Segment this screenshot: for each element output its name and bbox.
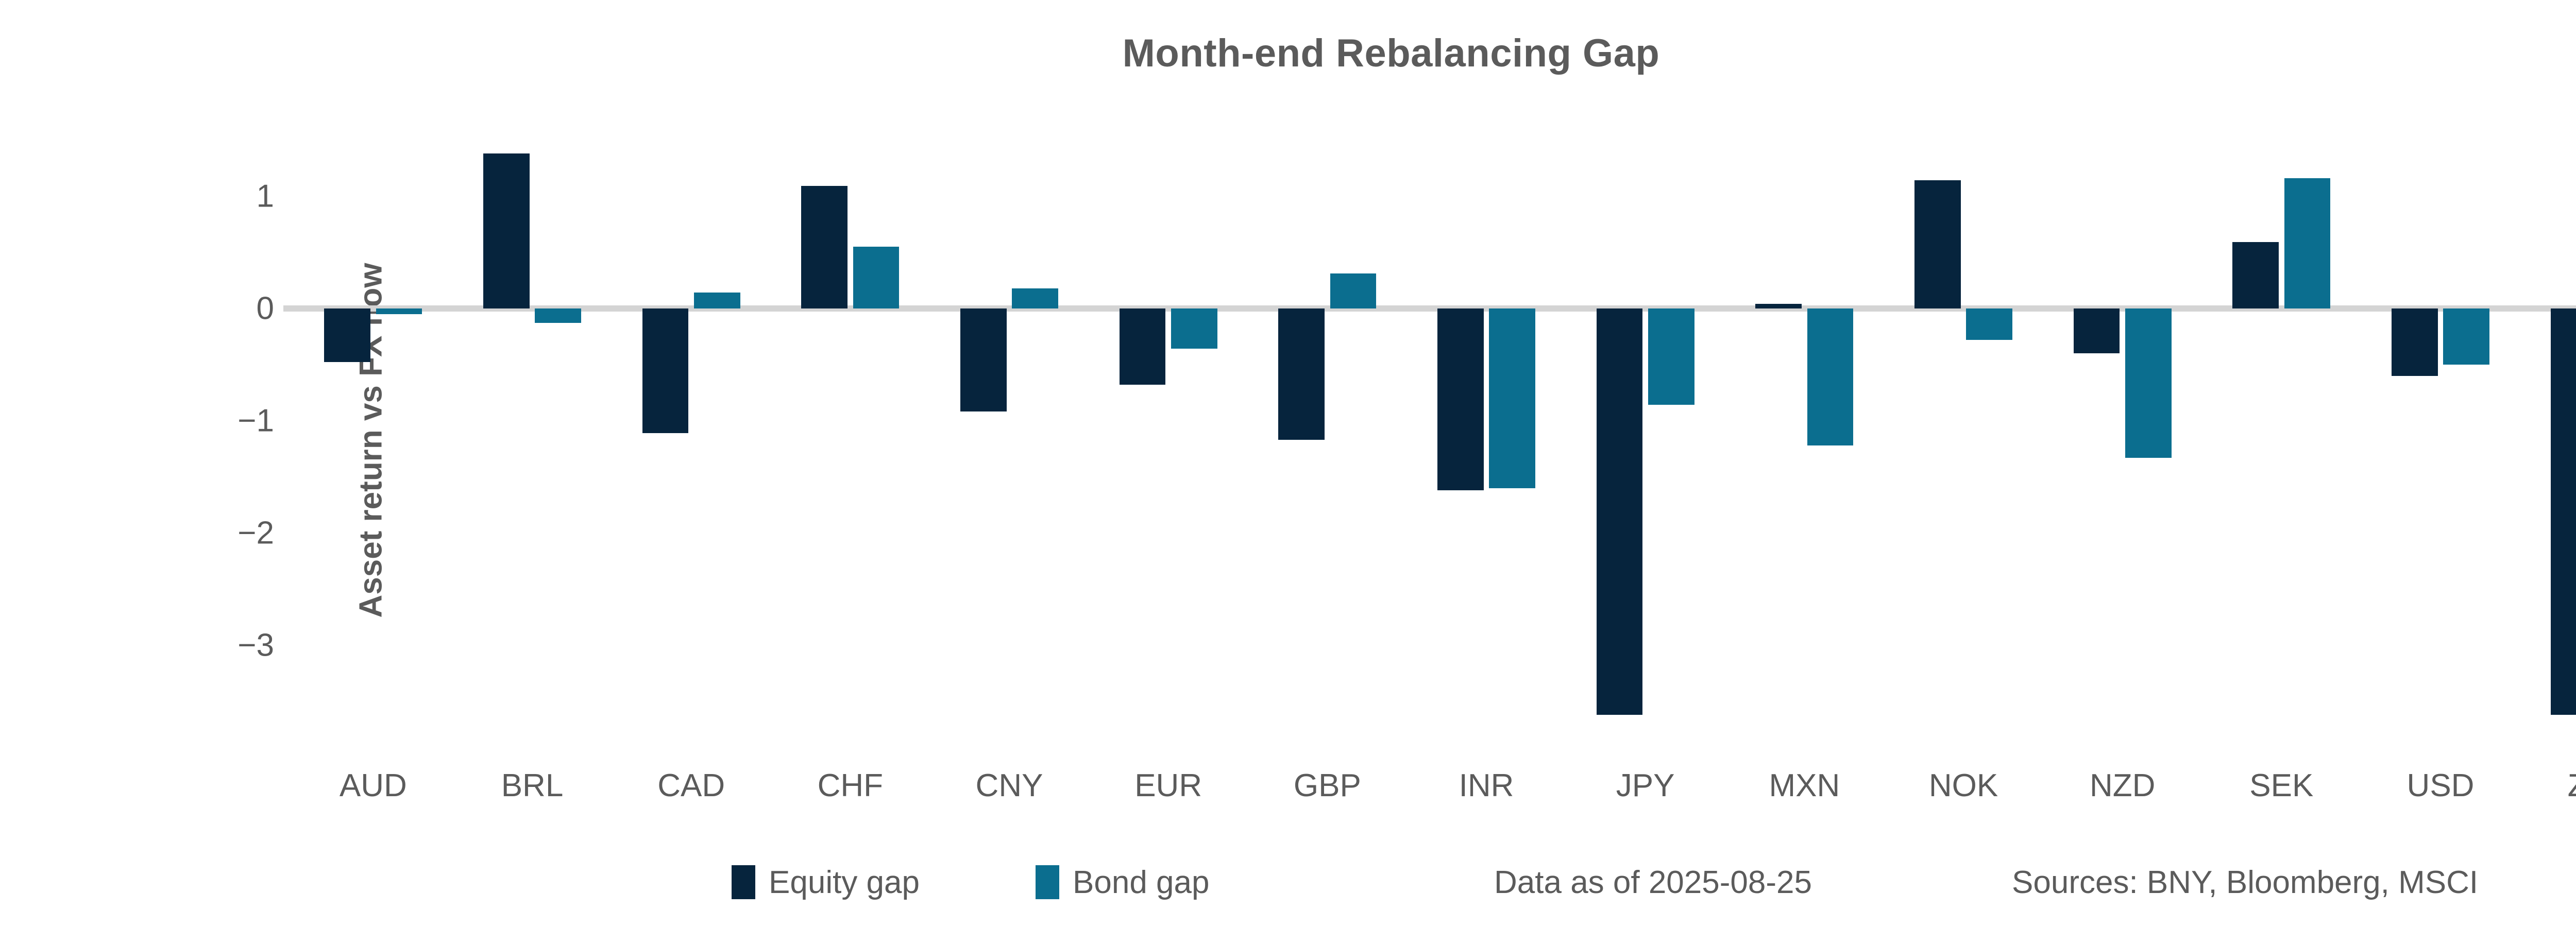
x-tick-label-brl: BRL bbox=[501, 768, 564, 803]
bar-group bbox=[1248, 129, 1407, 752]
bar-zar-equity[interactable] bbox=[2550, 308, 2576, 715]
x-tick-label-inr: INR bbox=[1459, 768, 1514, 803]
bar-nzd-equity[interactable] bbox=[2073, 308, 2120, 354]
x-tick-label-sek: SEK bbox=[2249, 768, 2314, 803]
x-tick-label-mxn: MXN bbox=[1769, 768, 1840, 803]
x-tick-label-nzd: NZD bbox=[2089, 768, 2156, 803]
bar-group bbox=[612, 129, 771, 752]
bar-sek-equity[interactable] bbox=[2232, 242, 2279, 308]
bar-aud-equity[interactable] bbox=[324, 308, 370, 363]
bar-chf-equity[interactable] bbox=[801, 186, 848, 308]
bar-group bbox=[2043, 129, 2202, 752]
x-tick-label-jpy: JPY bbox=[1616, 768, 1675, 803]
bar-nok-equity[interactable] bbox=[1914, 180, 1961, 308]
x-tick-label-gbp: GBP bbox=[1293, 768, 1361, 803]
bar-cny-equity[interactable] bbox=[960, 308, 1007, 412]
x-tick-label-zar: ZAR bbox=[2568, 767, 2576, 804]
x-tick-label-cad: CAD bbox=[657, 768, 725, 803]
bar-eur-bond[interactable] bbox=[1171, 308, 1217, 349]
bar-mxn-equity[interactable] bbox=[1755, 304, 1802, 308]
legend-item-bond[interactable]: Bond gap bbox=[1036, 860, 1209, 904]
bar-aud-bond[interactable] bbox=[376, 308, 422, 314]
bar-gbp-bond[interactable] bbox=[1330, 273, 1377, 308]
bar-group bbox=[2202, 129, 2361, 752]
bar-group bbox=[453, 129, 612, 752]
chart-title: Month-end Rebalancing Gap bbox=[1122, 31, 1660, 75]
bar-brl-bond[interactable] bbox=[535, 308, 581, 323]
bar-groups bbox=[294, 129, 2576, 752]
bar-sek-bond[interactable] bbox=[2284, 178, 2331, 308]
y-tick-label: −1 bbox=[238, 403, 274, 439]
x-tick-label-nok: NOK bbox=[1928, 768, 1998, 803]
bar-group bbox=[294, 129, 453, 752]
legend-item-equity[interactable]: Equity gap bbox=[732, 860, 920, 904]
data-as-of-note: Data as of 2025-08-25 bbox=[1494, 864, 1812, 900]
bar-group bbox=[1407, 129, 1566, 752]
bar-cny-bond[interactable] bbox=[1012, 288, 1058, 308]
bar-group bbox=[771, 129, 930, 752]
x-tick-label-eur: EUR bbox=[1134, 768, 1202, 803]
x-tick-label-aud: AUD bbox=[339, 768, 407, 803]
chart-footer: Equity gap Bond gap Data as of 2025-08-2… bbox=[0, 860, 2576, 906]
legend-swatch-bond-icon bbox=[1036, 865, 1059, 899]
bar-inr-bond[interactable] bbox=[1489, 308, 1535, 488]
bar-nzd-bond[interactable] bbox=[2125, 308, 2172, 458]
bar-chf-bond[interactable] bbox=[853, 246, 900, 308]
sources-note: Sources: BNY, Bloomberg, MSCI bbox=[2012, 864, 2479, 900]
bar-brl-equity[interactable] bbox=[483, 153, 530, 308]
x-tick-label-chf: CHF bbox=[817, 768, 884, 803]
bar-group bbox=[1884, 129, 2043, 752]
bar-cad-bond[interactable] bbox=[694, 293, 740, 308]
y-tick-label: 1 bbox=[256, 178, 274, 214]
bar-usd-bond[interactable] bbox=[2443, 308, 2489, 365]
y-tick-label: 0 bbox=[256, 290, 274, 327]
legend-label-equity: Equity gap bbox=[769, 864, 920, 900]
legend-swatch-equity-icon bbox=[732, 865, 755, 899]
bar-mxn-bond[interactable] bbox=[1807, 308, 1854, 445]
bar-group bbox=[1089, 129, 1248, 752]
bar-inr-equity[interactable] bbox=[1437, 308, 1484, 491]
bar-cad-equity[interactable] bbox=[642, 308, 689, 433]
y-tick-label: −3 bbox=[238, 627, 274, 663]
y-tick-label: −2 bbox=[238, 515, 274, 551]
bar-group bbox=[2520, 129, 2576, 752]
bar-nok-bond[interactable] bbox=[1966, 308, 2012, 340]
bar-jpy-bond[interactable] bbox=[1648, 308, 1694, 405]
plot-area: Asset return vs FX flow 1 0 −1 −2 −3 AUD BRL C… bbox=[238, 129, 2576, 803]
bar-usd-equity[interactable] bbox=[2392, 308, 2438, 376]
x-tick-label-usd: USD bbox=[2406, 768, 2475, 803]
bar-eur-equity[interactable] bbox=[1119, 308, 1166, 385]
bar-group bbox=[930, 129, 1089, 752]
bar-group bbox=[1566, 129, 1725, 752]
bar-group bbox=[2361, 129, 2520, 752]
legend-label-bond: Bond gap bbox=[1073, 864, 1210, 900]
bar-group bbox=[1725, 129, 1884, 752]
bar-gbp-equity[interactable] bbox=[1278, 308, 1325, 440]
bar-jpy-equity[interactable] bbox=[1596, 308, 1643, 715]
x-tick-label-cny: CNY bbox=[975, 768, 1043, 803]
